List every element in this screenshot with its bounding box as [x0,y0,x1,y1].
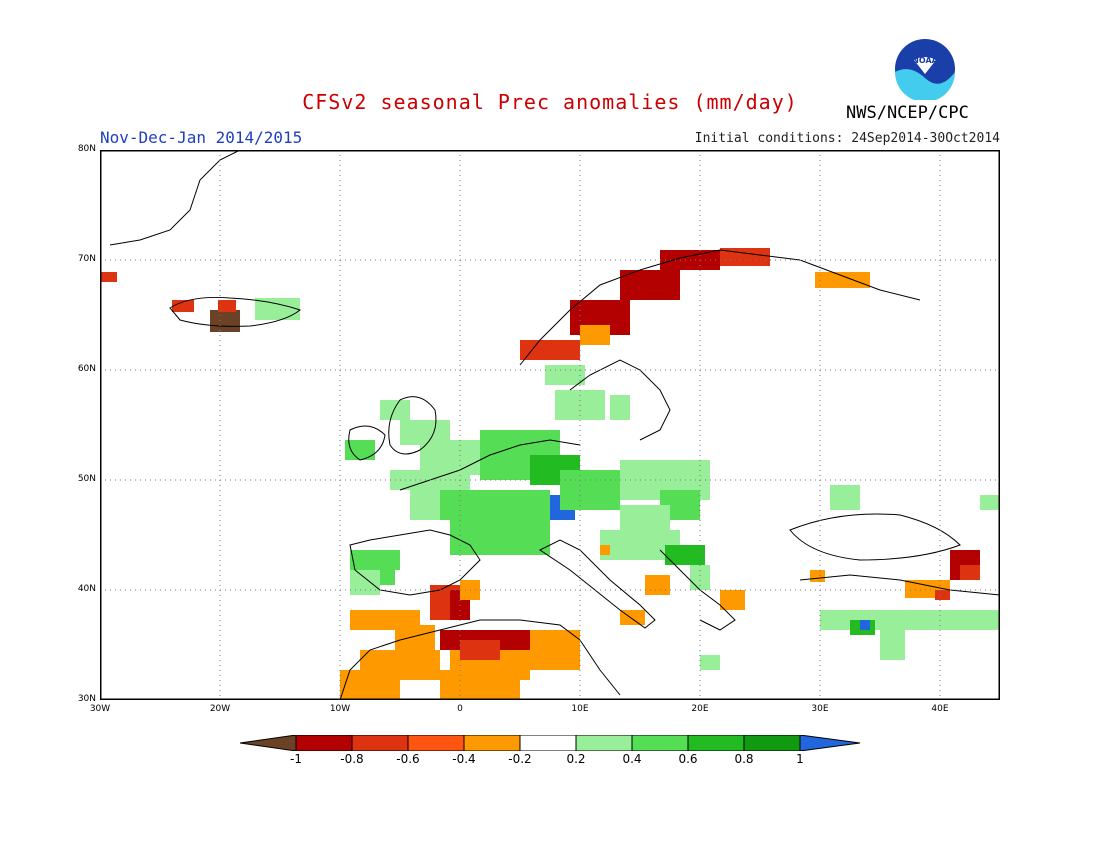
lat-label-80n: 80N [77,144,96,154]
anomaly-cell [440,670,520,700]
anomaly-cell [815,272,870,288]
anomaly-cell [645,575,670,595]
colorbar-label: 0.4 [622,752,642,766]
colorbar [240,735,860,751]
colorbar-low-arrow [240,735,297,751]
colorbar-bin [743,735,801,751]
anomaly-cell [960,565,980,580]
colorbar-high-arrow [799,735,860,751]
anomaly-cell [350,570,380,595]
anomaly-cell [600,545,610,555]
map-title: CFSv2 seasonal Prec anomalies (mm/day) [302,90,798,114]
anomaly-cell [665,545,705,565]
map-frame [99,149,1001,701]
anomaly-cell [690,565,710,590]
anomaly-cell [520,340,580,360]
colorbar-label: 0.2 [566,752,586,766]
colorbar-bin [575,735,633,751]
lon-label-30e: 30E [811,704,829,714]
anomaly-cell [810,570,825,582]
anomaly-cell [380,400,410,420]
anomaly-cell [820,610,1000,630]
colorbar-label: 0.6 [678,752,698,766]
forecast-period: Nov-Dec-Jan 2014/2015 [100,128,303,147]
colorbar-bin [687,735,745,751]
colorbar-label: 1 [796,752,804,766]
lon-label-0: 0 [457,704,463,714]
lat-label-50n: 50N [77,474,96,484]
anomaly-cell [218,300,236,312]
map-canvas [99,149,1001,701]
agency-label: NWS/NCEP/CPC [846,103,969,123]
lon-label-40e: 40E [931,704,949,714]
lat-label-30n: 30N [77,694,96,704]
colorbar-bin [295,735,353,751]
lat-label-60n: 60N [77,364,96,374]
anomaly-cell [100,272,117,282]
anomaly-cell [935,590,950,600]
lat-label-70n: 70N [77,254,96,264]
colorbar-bin [351,735,409,751]
colorbar-label: -0.4 [452,752,476,766]
lat-label-40n: 40N [77,584,96,594]
lon-label-10e: 10E [571,704,589,714]
anomaly-cell [350,550,400,570]
anomaly-cell [380,570,395,585]
anomaly-cell [460,640,500,660]
colorbar-label: -0.8 [340,752,364,766]
anomaly-cell [340,670,400,700]
colorbar-label: -1 [290,752,302,766]
anomaly-cells [100,248,1000,700]
lon-label-20e: 20E [691,704,709,714]
lon-label-30w: 30W [89,704,111,714]
colorbar-bin [519,735,577,751]
anomaly-cell [172,300,194,312]
anomaly-cell [880,630,905,660]
anomaly-cell [395,625,435,650]
anomaly-cell [700,655,720,670]
anomaly-cell [720,590,745,610]
anomaly-cell [430,490,550,520]
anomaly-cell [580,325,610,345]
anomaly-cell [255,298,300,320]
colorbar-label: 0.8 [734,752,754,766]
colorbar-label: -0.6 [396,752,420,766]
anomaly-cell [210,310,240,332]
anomaly-cell [345,440,375,460]
noaa-logo-icon: NOAA [895,39,955,100]
precip-anomaly-map: 80N 70N 60N 50N 40N 30N 30W 20W 10W 0 10… [78,144,1001,714]
anomaly-cell [980,495,1000,510]
lon-label-20w: 20W [209,704,231,714]
colorbar-bin [407,735,465,751]
svg-text:NOAA: NOAA [912,56,938,65]
anomaly-cell [410,490,440,520]
anomaly-cell [620,270,680,300]
anomaly-cell [560,470,620,510]
colorbar-bin [463,735,521,751]
anomaly-cell [830,485,860,510]
anomaly-cell [420,440,480,475]
anomaly-cell [610,395,630,420]
lon-label-10w: 10W [329,704,351,714]
graticule [100,150,1000,700]
anomaly-cell [530,630,580,670]
colorbar-label: -0.2 [508,752,532,766]
anomaly-cell [545,365,585,385]
anomaly-cell [450,520,550,555]
anomaly-cell [720,248,770,266]
anomaly-cell [620,610,645,625]
colorbar-bin [631,735,689,751]
anomaly-cell [860,620,870,630]
initial-conditions: Initial conditions: 24Sep2014-30Oct2014 [694,131,1000,146]
